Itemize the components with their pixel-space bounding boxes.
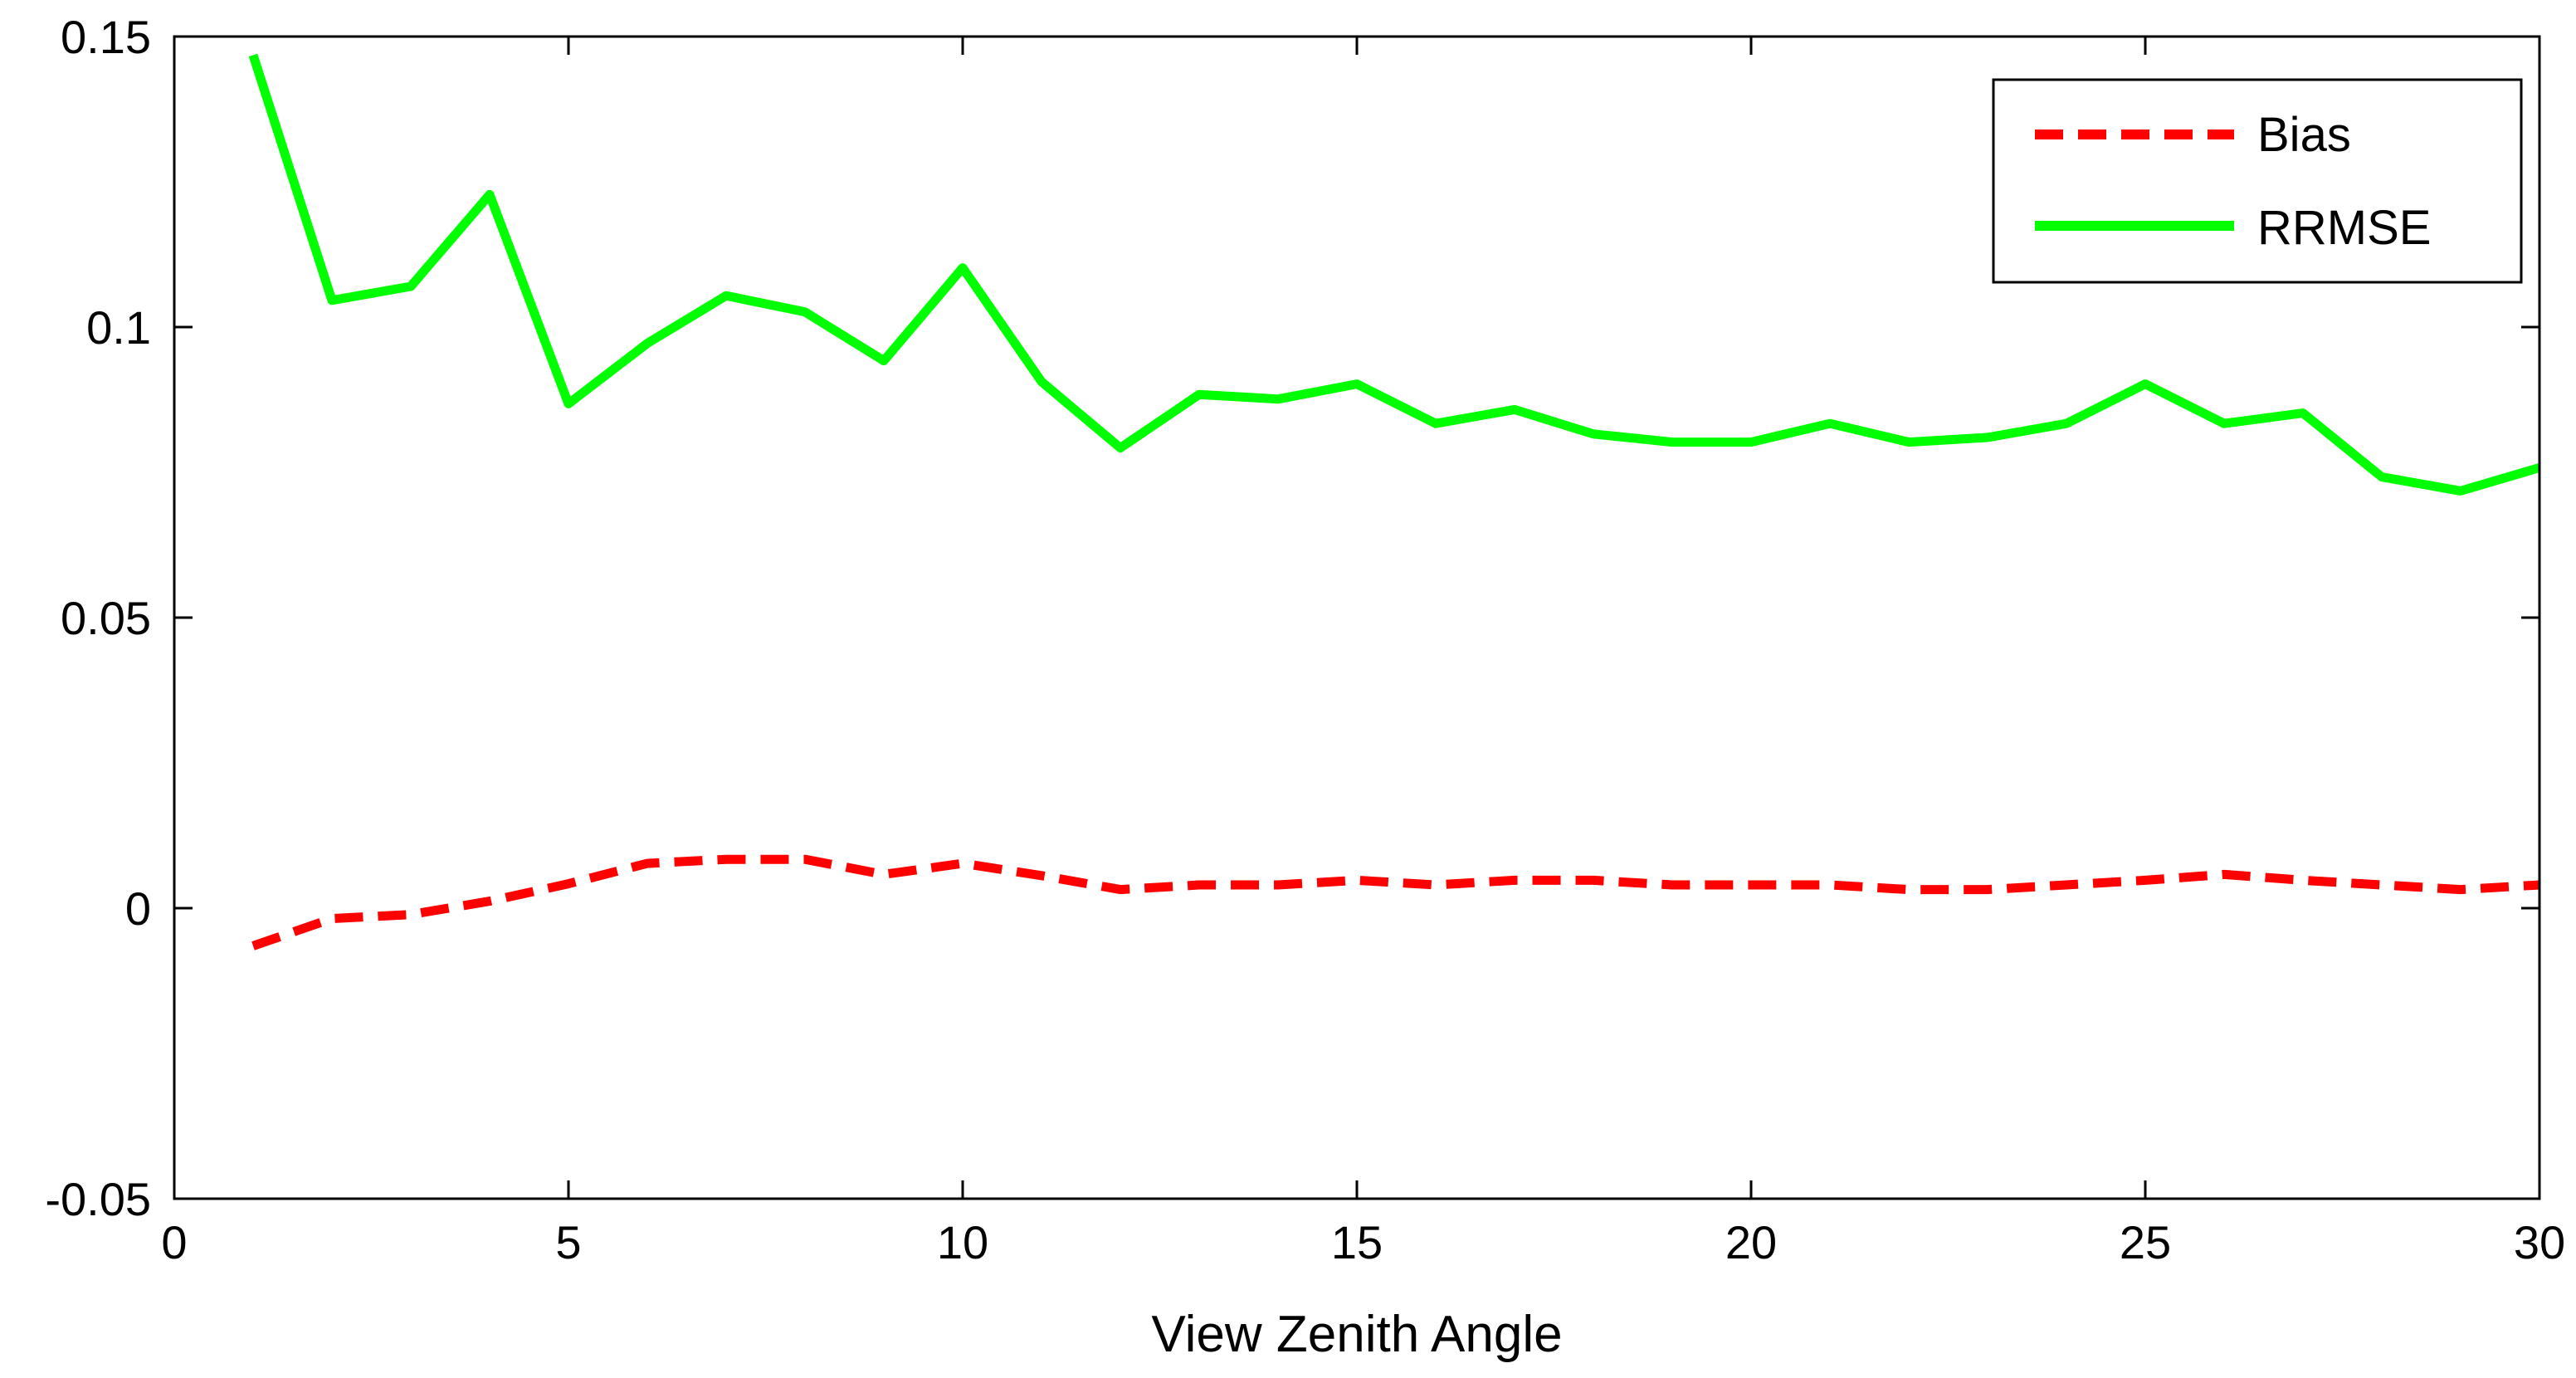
legend-box [1992,78,2523,284]
x-tick-label: 0 [161,1216,187,1268]
y-tick-label: 0 [125,882,151,935]
series-line-rrmse [248,53,2541,496]
x-tick-label: 25 [2120,1216,2171,1268]
y-tick-label: 0.15 [61,11,151,63]
x-tick-label: 5 [555,1216,581,1268]
x-tick-label: 20 [1725,1216,1777,1268]
y-tick-label: -0.05 [45,1173,151,1225]
x-tick-label: 30 [2514,1216,2565,1268]
y-tick-label: 0.1 [86,301,151,354]
series-line-bias [251,854,2540,950]
x-axis-label: View Zenith Angle [1151,1306,1562,1363]
legend: Bias RRMSE [1992,78,2523,284]
series-layer [248,53,2541,950]
x-tick-label: 10 [937,1216,988,1268]
legend-label-bias: Bias [2257,108,2351,162]
plot-frame [173,35,2541,1200]
y-tick-label: 0.05 [61,592,151,644]
legend-label-rrmse: RRMSE [2257,201,2431,255]
x-tick-label: 15 [1331,1216,1383,1268]
